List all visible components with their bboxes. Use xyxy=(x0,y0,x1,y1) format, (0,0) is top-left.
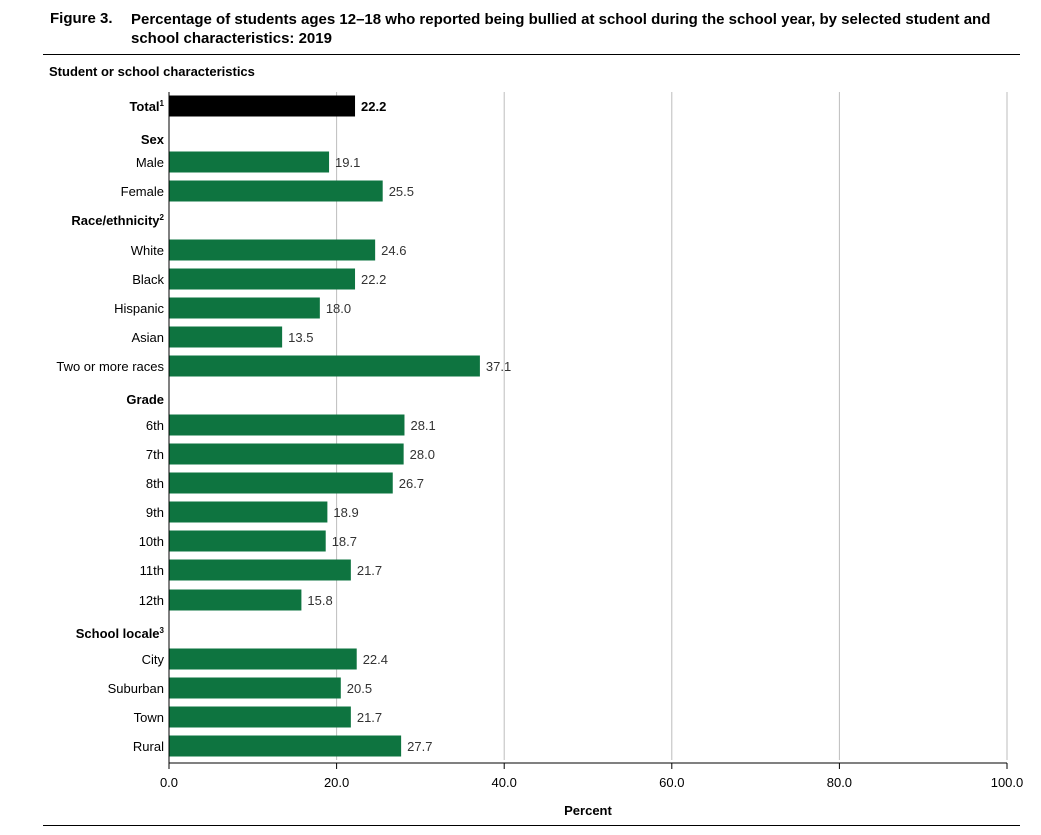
value-label: 18.9 xyxy=(333,505,358,520)
bar xyxy=(169,530,326,552)
bar xyxy=(169,414,405,436)
group-label: School locale3 xyxy=(76,626,165,641)
group-label: Sex xyxy=(141,132,165,147)
category-label: Two or more races xyxy=(56,359,164,374)
bar-total xyxy=(169,95,356,117)
category-label: Suburban xyxy=(108,681,164,696)
bar xyxy=(169,589,302,611)
bar xyxy=(169,706,351,728)
value-label: 26.7 xyxy=(399,476,424,491)
bar xyxy=(169,472,393,494)
figure-number: Figure 3. xyxy=(50,10,113,27)
x-axis: 0.0 20.0 40.0 60.0 80.0 100.0 Percent xyxy=(160,92,1023,818)
value-label: 21.7 xyxy=(357,710,382,725)
category-label: White xyxy=(131,243,164,258)
footnote-marker: 2 xyxy=(160,213,165,222)
bar xyxy=(169,735,402,757)
value-label: 15.8 xyxy=(307,593,332,608)
group-label: Grade xyxy=(126,392,164,407)
category-label: Town xyxy=(134,710,164,725)
x-axis-title: Percent xyxy=(564,803,612,818)
x-tick-label: 20.0 xyxy=(324,775,349,790)
value-label: 37.1 xyxy=(486,359,511,374)
category-label: 12th xyxy=(139,593,164,608)
bar xyxy=(169,151,330,173)
category-label: 11th xyxy=(140,563,164,578)
footnote-marker: 3 xyxy=(160,626,165,635)
category-label: Asian xyxy=(131,330,164,345)
x-tick-label: 80.0 xyxy=(827,775,852,790)
top-rule xyxy=(43,54,1020,55)
value-label: 19.1 xyxy=(335,155,360,170)
category-label: 9th xyxy=(146,505,164,520)
value-label: 21.7 xyxy=(357,563,382,578)
category-label: Black xyxy=(132,272,164,287)
category-label: Male xyxy=(136,155,164,170)
bar xyxy=(169,677,341,699)
category-label: Female xyxy=(121,184,164,199)
value-label: 22.2 xyxy=(361,272,386,287)
figure-title: Percentage of students ages 12–18 who re… xyxy=(131,11,991,47)
gridlines xyxy=(336,92,1008,760)
bar xyxy=(169,297,320,319)
bar xyxy=(169,501,328,523)
bar xyxy=(169,180,383,202)
bar xyxy=(169,559,351,581)
value-label: 22.4 xyxy=(363,652,388,667)
bar xyxy=(169,268,356,290)
category-label: Rural xyxy=(133,739,164,754)
bar xyxy=(169,443,404,465)
category-label: 10th xyxy=(139,534,164,549)
category-label: 7th xyxy=(146,447,164,462)
x-tick-label: 60.0 xyxy=(659,775,684,790)
bar xyxy=(169,355,480,377)
category-label: Total1 xyxy=(129,99,164,114)
value-label: 18.7 xyxy=(332,534,357,549)
value-label: 24.6 xyxy=(381,243,406,258)
group-label: Race/ethnicity2 xyxy=(71,213,164,228)
value-label: 18.0 xyxy=(326,301,351,316)
value-label: 28.0 xyxy=(410,447,435,462)
x-tick-label: 100.0 xyxy=(991,775,1024,790)
category-label: Hispanic xyxy=(114,301,164,316)
bar xyxy=(169,326,283,348)
category-label: City xyxy=(142,652,165,667)
category-labels: Total1 22.2 Sex Male 19.1 Female 25.5 Race/ethn… xyxy=(56,99,511,754)
value-label: 25.5 xyxy=(389,184,414,199)
value-label: 28.1 xyxy=(410,418,435,433)
bottom-rule xyxy=(43,825,1020,826)
value-label: 22.2 xyxy=(361,99,386,114)
x-tick-label: 0.0 xyxy=(160,775,178,790)
value-label: 27.7 xyxy=(407,739,432,754)
bars xyxy=(169,95,480,757)
bar xyxy=(169,648,357,670)
category-axis-header: Student or school characteristics xyxy=(49,64,255,79)
x-tick-label: 40.0 xyxy=(492,775,517,790)
bar xyxy=(169,239,376,261)
value-label: 20.5 xyxy=(347,681,372,696)
category-label: 6th xyxy=(146,418,164,433)
footnote-marker: 1 xyxy=(160,99,165,108)
value-label: 13.5 xyxy=(288,330,313,345)
category-label: 8th xyxy=(146,476,164,491)
